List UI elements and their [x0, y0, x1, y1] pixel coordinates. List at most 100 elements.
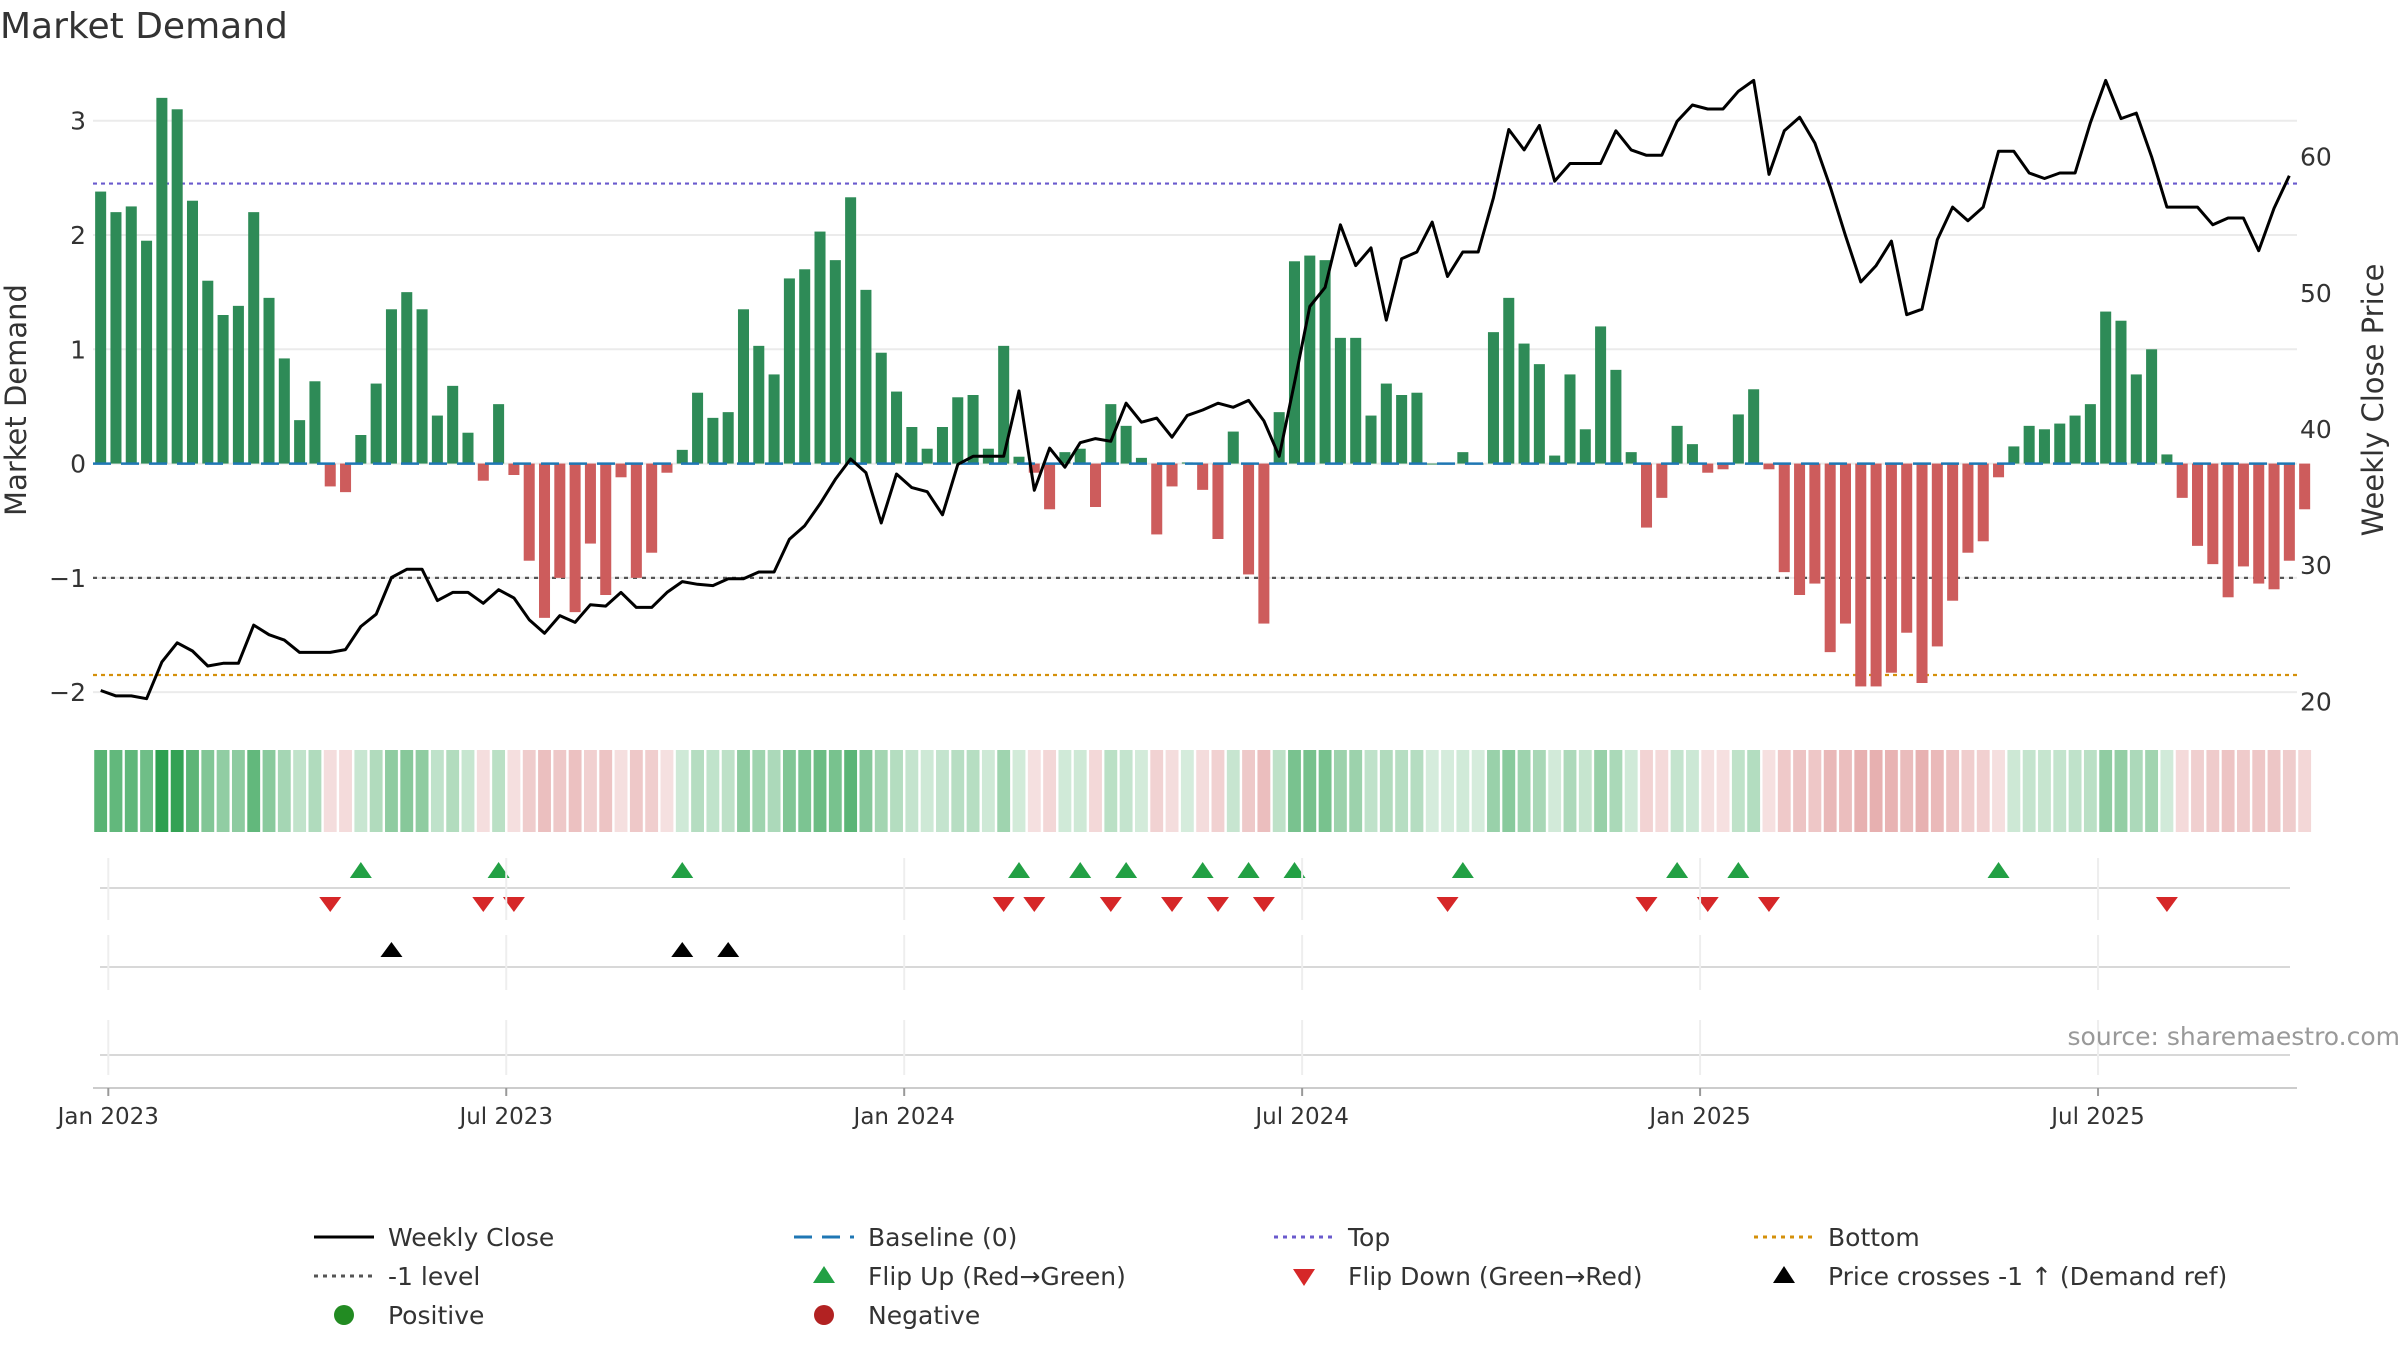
heat-cell — [1242, 750, 1255, 832]
heat-cell — [522, 750, 536, 832]
demand-bar — [202, 280, 214, 464]
demand-bar — [2023, 425, 2035, 464]
heat-cell — [1976, 750, 1990, 832]
heat-cell — [231, 750, 245, 832]
flip-up-marker — [1987, 862, 2010, 878]
demand-bar — [2237, 463, 2249, 567]
heat-cell — [2252, 750, 2266, 832]
demand-bar — [1227, 431, 1239, 464]
demand-bar — [600, 463, 612, 595]
heat-cell — [2221, 750, 2235, 832]
demand-bar — [1794, 463, 1806, 595]
y-left-tick-label: −1 — [49, 564, 86, 593]
y-left-tick-label: −2 — [49, 678, 86, 707]
heat-cell — [186, 750, 199, 832]
demand-bar — [2054, 423, 2066, 464]
demand-bar — [875, 352, 887, 464]
demand-bar — [1334, 337, 1346, 464]
demand-bar — [110, 212, 122, 464]
flip-up-marker — [487, 862, 510, 878]
demand-bar — [539, 463, 551, 618]
demand-bar — [2299, 463, 2311, 510]
heat-cell — [492, 750, 506, 832]
legend-positive-label: Positive — [388, 1300, 485, 1330]
heat-cell — [1900, 750, 1914, 832]
heat-cell — [2160, 750, 2174, 832]
flip-down-marker — [319, 897, 342, 912]
heat-cell — [2237, 750, 2250, 832]
demand-bar — [814, 231, 826, 464]
demand-bar — [1074, 448, 1086, 464]
heat-cell — [1686, 750, 1699, 832]
legend-flip-down: Flip Down (Green→Red) — [1270, 1259, 1643, 1293]
weekly-close-line — [100, 78, 2291, 701]
heat-cell — [1410, 750, 1424, 832]
heat-cell — [1869, 750, 1883, 832]
demand-bar — [1396, 395, 1408, 464]
demand-bar — [2268, 463, 2280, 590]
demand-bar — [125, 206, 137, 464]
heat-cell — [1226, 750, 1240, 832]
demand-bar — [1962, 463, 1974, 553]
heat-cell — [354, 750, 368, 832]
demand-bar — [477, 463, 489, 481]
demand-bar — [1610, 369, 1622, 464]
flip-down-marker — [1023, 897, 1046, 912]
heat-cell — [1379, 750, 1393, 832]
heat-cell — [2298, 750, 2312, 832]
heat-cell — [1104, 750, 1118, 832]
y-left-tick-label: 2 — [70, 221, 86, 250]
demand-bar — [1763, 463, 1775, 470]
price-cross-icon — [1773, 1266, 1795, 1283]
demand-bar — [783, 278, 795, 464]
legend-level-label: -1 level — [388, 1261, 481, 1291]
heat-cell — [1563, 750, 1577, 832]
demand-bar — [829, 260, 841, 464]
demand-bar — [1059, 452, 1071, 464]
heat-cell — [262, 750, 276, 832]
demand-bar — [1166, 463, 1178, 487]
market-demand-chart: Market Demand Market Demand Weekly Close… — [0, 6, 2390, 1130]
heat-cell — [553, 750, 567, 832]
demand-bar — [1319, 260, 1331, 464]
flip-down-marker — [472, 897, 495, 912]
demand-bar — [1824, 463, 1836, 653]
heat-cell — [461, 750, 475, 832]
flip-up-icon — [813, 1266, 835, 1283]
heat-cell — [737, 750, 750, 832]
x-axis: Jan 2023 Jul 2023 Jan 2024 Jul 2024 Jan 2025… — [56, 858, 2297, 1130]
heat-cell — [966, 750, 980, 832]
price-cross-marker — [380, 942, 403, 957]
demand-bar — [2283, 463, 2295, 561]
heat-cell — [1823, 750, 1837, 832]
heat-cell — [1609, 750, 1623, 832]
heat-cell — [94, 750, 108, 832]
demand-bar — [1595, 326, 1607, 464]
demand-bar — [1855, 463, 1867, 687]
demand-bar — [1120, 425, 1132, 464]
demand-bar — [1105, 404, 1117, 464]
heat-cell — [1731, 750, 1745, 832]
demand-bar — [1212, 463, 1224, 539]
demand-bar — [1916, 463, 1928, 683]
heat-cell — [2206, 750, 2220, 832]
source-credit: source: sharemaestro.com — [2067, 1022, 2400, 1051]
y-left-tick-label: 0 — [70, 450, 86, 479]
demand-bar — [493, 404, 505, 464]
heat-cell — [2083, 750, 2097, 832]
demand-bar — [1901, 463, 1913, 633]
heat-cell — [1930, 750, 1944, 832]
heat-cell — [293, 750, 307, 832]
demand-bar — [2146, 349, 2158, 464]
flip-down-marker — [1206, 897, 1229, 912]
demand-bar — [2161, 454, 2173, 464]
demand-bar — [1809, 463, 1821, 584]
heat-cell — [1073, 750, 1087, 832]
demand-bar — [661, 463, 673, 473]
demand-bar — [2176, 463, 2188, 498]
legend-weekly-close: Weekly Close — [310, 1220, 554, 1254]
heat-cell — [1027, 750, 1041, 832]
demand-bar — [1518, 343, 1530, 464]
demand-bar — [1625, 452, 1637, 464]
x-tick-label: Jul 2024 — [1253, 1104, 1349, 1130]
